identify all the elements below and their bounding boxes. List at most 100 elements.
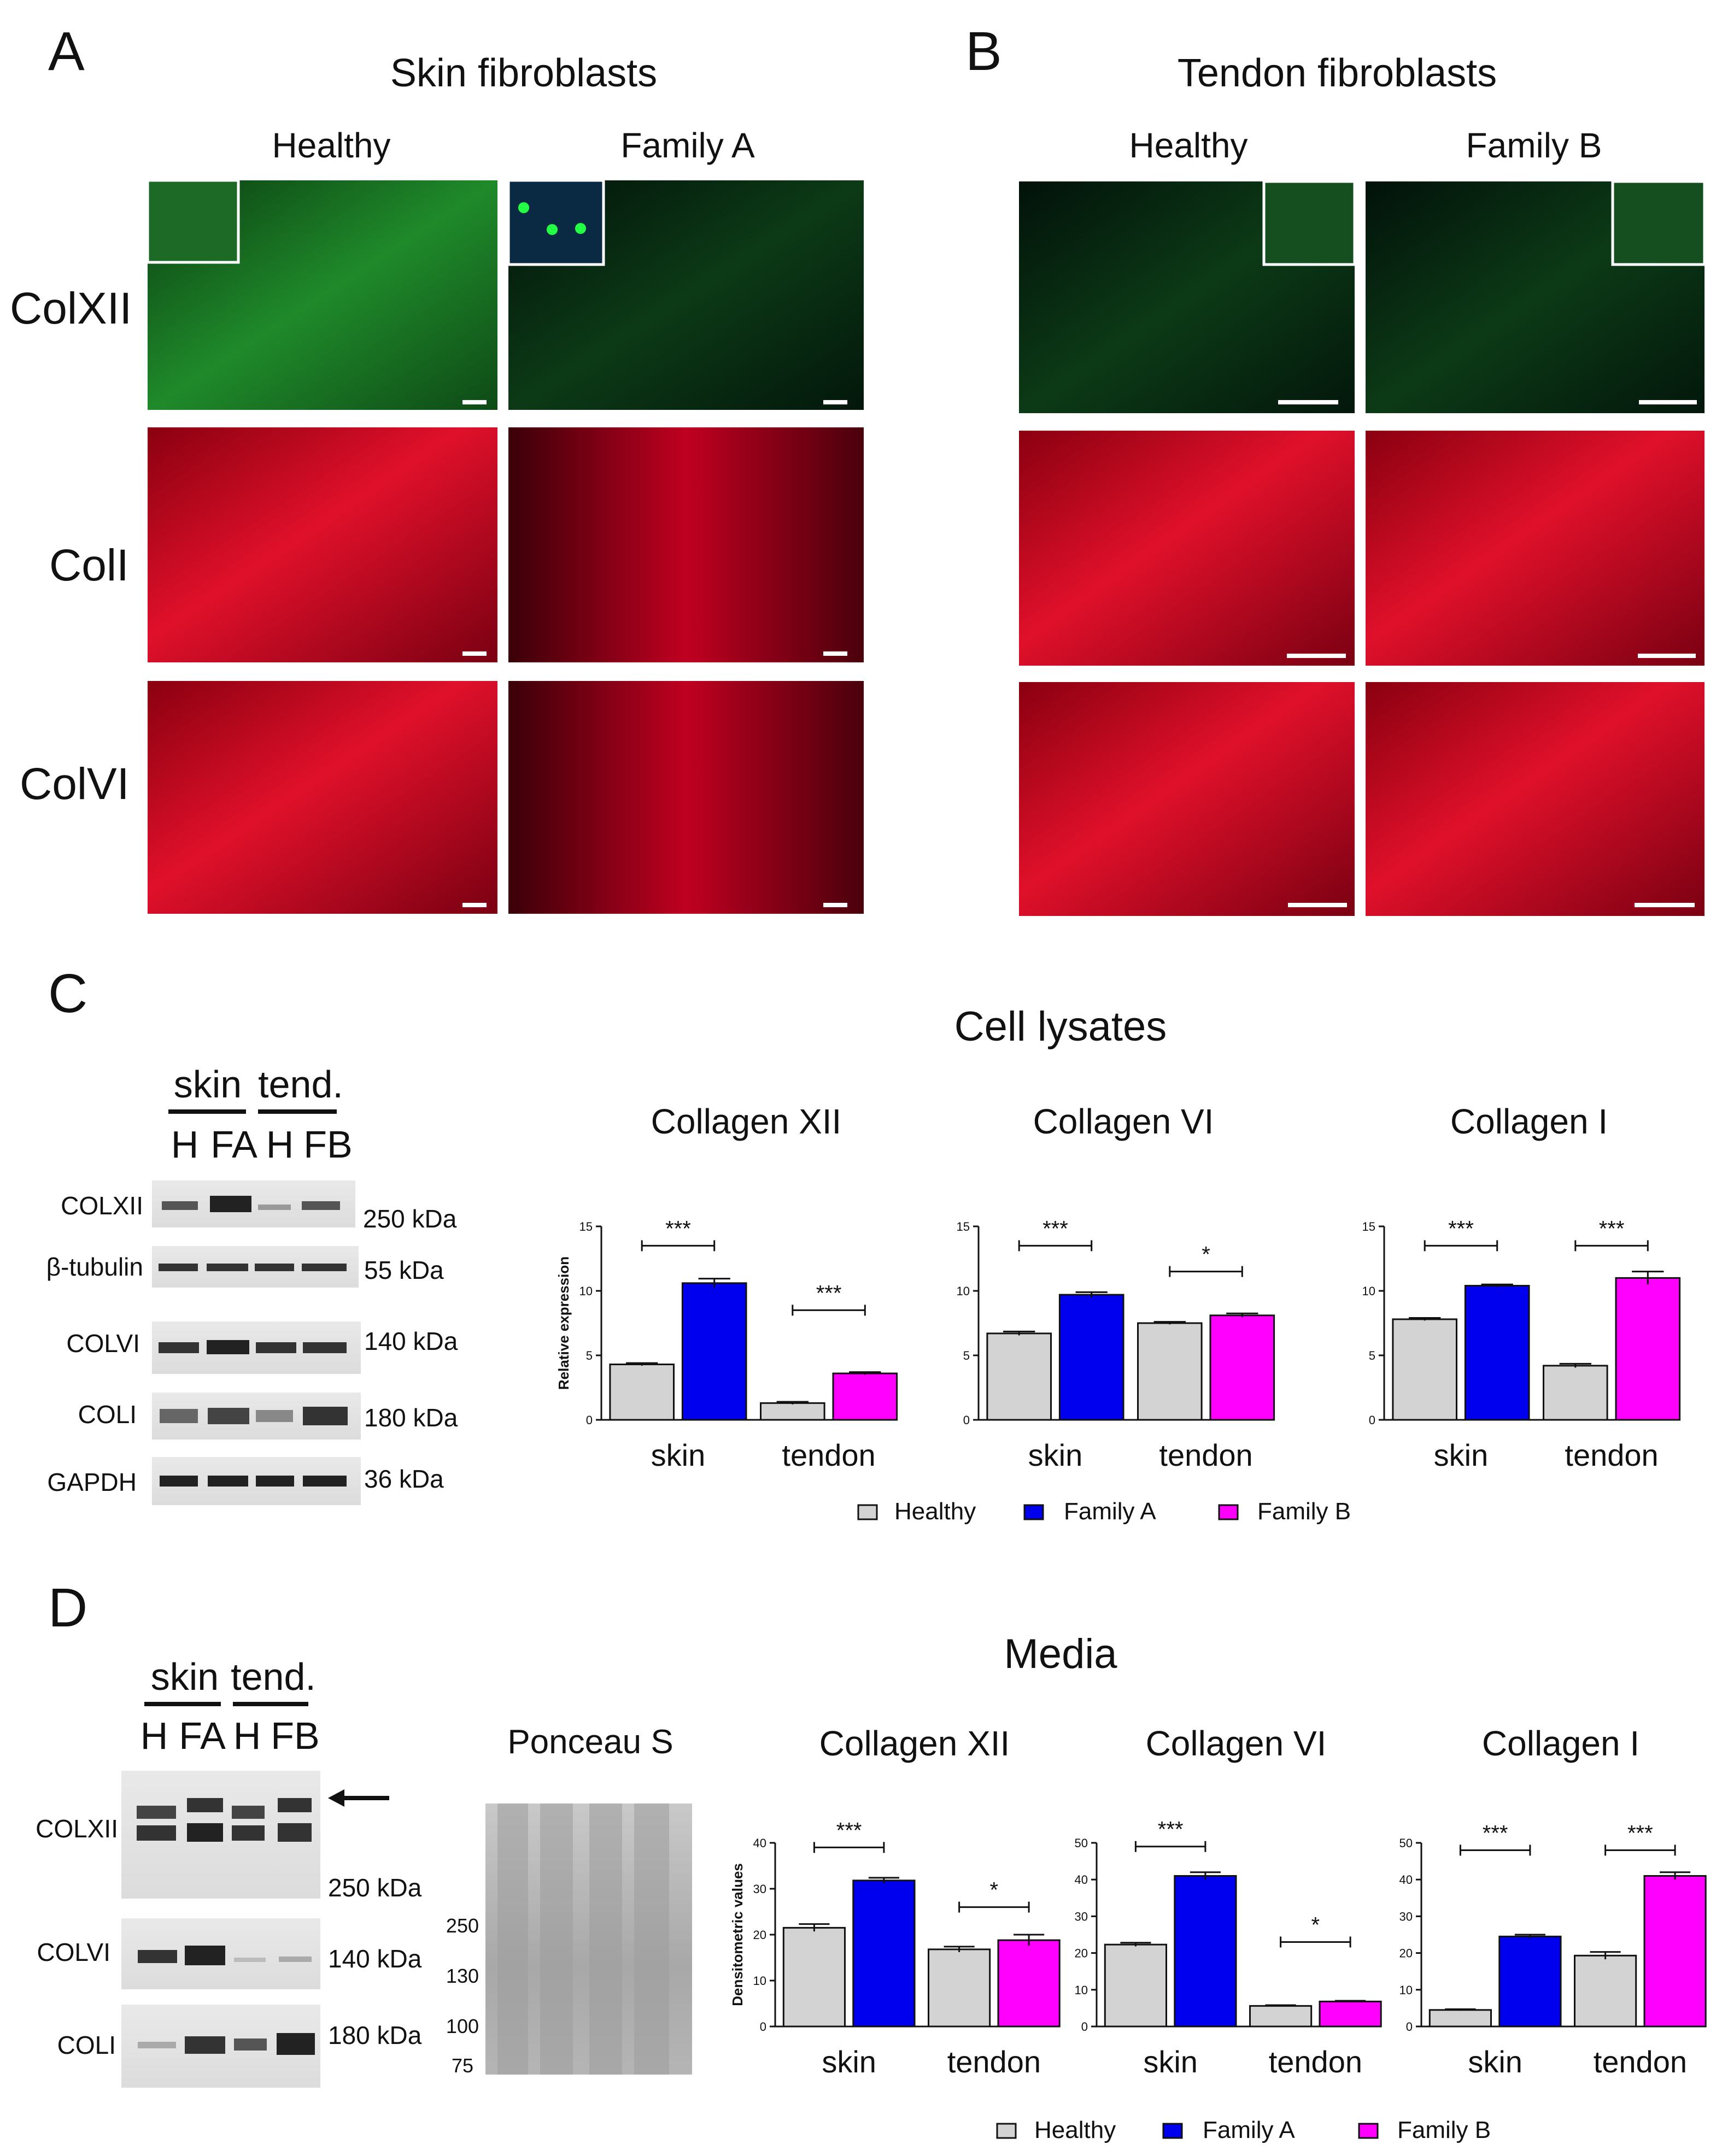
blot-c-tubulin: β-tubulin 55 kDa — [46, 1246, 444, 1288]
legend-d-healthy: Healthy — [1034, 2117, 1116, 2143]
x-tick-label-tendon: tendon — [947, 2045, 1041, 2079]
bar-tendon-family-b — [997, 1939, 1061, 2028]
micrograph-tendon-healthy-coli — [1019, 431, 1355, 666]
blot-d-lane-4: FB — [271, 1714, 319, 1757]
blot-c-colxii-size: 250 kDa — [363, 1205, 457, 1233]
y-tick-label: 0 — [1406, 2020, 1413, 2034]
significance-label: *** — [1599, 1217, 1625, 1241]
y-tick-label: 0 — [760, 2020, 766, 2034]
ponceau-stain: Ponceau S 250 130 100 75 — [446, 1723, 692, 2077]
panel-d-letter: D — [48, 1577, 87, 1638]
y-tick-label: 0 — [963, 1413, 970, 1427]
panel-d-title: Media — [1004, 1631, 1118, 1677]
bar-skin-healthy — [1392, 1318, 1457, 1421]
x-tick-label-tendon: tendon — [782, 1438, 875, 1472]
blot-d-group-skin: skin — [151, 1655, 219, 1698]
micrograph-tendon-family-b-colxii — [1366, 180, 1706, 413]
y-tick-label: 0 — [1369, 1413, 1375, 1427]
panel-c-letter: C — [48, 963, 87, 1024]
blot-d-colvi-label: COLVI — [37, 1938, 110, 1966]
blot-c-lane-2: FA — [210, 1123, 257, 1166]
blot-c-group-skin: skin — [174, 1063, 242, 1106]
ponceau-marker-250: 250 — [446, 1914, 479, 1937]
panel-a-letter: A — [48, 21, 85, 82]
chart-title: Collagen VI — [1146, 1724, 1327, 1763]
blot-c-coli-label: COLI — [78, 1400, 137, 1429]
panel-c-title: Cell lysates — [954, 1003, 1167, 1050]
bar-chart-6: Collagen I 0 10 20 30 40 50 skin tendon *** *** — [1399, 1724, 1707, 2079]
significance-label: * — [1202, 1243, 1210, 1267]
panel-b-col-family: Family B — [1466, 126, 1602, 165]
legend-c: Healthy Family A Family B — [857, 1498, 1351, 1525]
panel-b-letter: B — [965, 21, 1002, 82]
bar-charts: Collagen XII Relative expression 0 5 10 15 ski… — [555, 1102, 1707, 2079]
bar-skin-healthy — [782, 1926, 846, 2028]
legend-c-family-b: Family B — [1257, 1498, 1351, 1525]
y-tick-label: 10 — [753, 1974, 766, 1988]
bar-tendon-family-b — [1643, 1875, 1707, 2028]
y-tick-label: 10 — [957, 1284, 970, 1298]
micrographs-skin — [146, 179, 864, 914]
blot-c-coli-size: 180 kDa — [364, 1403, 458, 1432]
western-blot-lysates: skin tend. H FA H FB COLXII 250 kDa β-tu… — [46, 1063, 458, 1505]
panel-a-col-family: Family A — [620, 126, 755, 165]
blot-d-lane-3: H — [233, 1714, 261, 1757]
y-tick-label: 5 — [963, 1349, 970, 1362]
y-tick-label: 15 — [579, 1220, 593, 1233]
x-tick-label-skin: skin — [1468, 2045, 1522, 2079]
x-tick-label-skin: skin — [822, 2045, 876, 2079]
bar-skin-healthy — [1104, 1943, 1168, 2028]
x-tick-label-tendon: tendon — [1565, 1438, 1658, 1472]
y-tick-label: 10 — [579, 1284, 593, 1298]
bar-skin-family-a — [1498, 1935, 1562, 2028]
micrograph-skin-healthy-colvi — [148, 681, 497, 914]
blot-c-group-tendon: tend. — [258, 1063, 343, 1106]
bar-skin-family-a — [852, 1879, 916, 2028]
chart-title: Collagen XII — [819, 1724, 1010, 1763]
blot-c-lane-4: FB — [303, 1123, 352, 1166]
legend-c-healthy: Healthy — [894, 1498, 976, 1525]
blot-c-lane-3: H — [266, 1123, 294, 1166]
micrograph-tendon-family-b-coli — [1366, 431, 1705, 666]
bar-chart-3: Collagen I 0 5 10 15 skin tendon *** *** — [1362, 1102, 1681, 1472]
significance-label: * — [990, 1878, 999, 1902]
y-tick-label: 50 — [1399, 1836, 1413, 1850]
ponceau-marker-75: 75 — [452, 2054, 473, 2077]
micrograph-skin-family-a-colxii — [507, 179, 864, 410]
blot-c-coli: COLI 180 kDa — [78, 1393, 458, 1440]
bar-tendon-healthy — [760, 1402, 825, 1421]
blot-c-colvi-size: 140 kDa — [364, 1327, 458, 1355]
blot-d-group-tendon: tend. — [231, 1655, 316, 1698]
significance-label: *** — [1627, 1821, 1653, 1845]
blot-d-colxii: COLXII 250 kDa — [36, 1771, 422, 1902]
bar-skin-family-a — [1464, 1285, 1530, 1421]
x-tick-label-skin: skin — [1143, 2045, 1198, 2079]
bar-tendon-healthy — [1543, 1365, 1608, 1421]
y-tick-label: 10 — [1362, 1284, 1375, 1298]
blot-d-colxii-label: COLXII — [36, 1814, 118, 1843]
blot-c-colxii-label: COLXII — [61, 1191, 143, 1220]
y-tick-label: 15 — [1362, 1220, 1375, 1233]
micrograph-tendon-family-b-colvi — [1366, 682, 1705, 916]
legend-d: Healthy Family A Family B — [996, 2117, 1491, 2143]
significance-label: * — [1311, 1913, 1320, 1937]
blot-d-lane-2: FA — [179, 1714, 226, 1757]
x-tick-label-skin: skin — [1028, 1438, 1083, 1472]
x-tick-label-tendon: tendon — [1269, 2045, 1362, 2079]
micrograph-skin-family-a-colvi — [508, 681, 864, 914]
micrograph-tendon-healthy-colxii — [1019, 180, 1356, 413]
blot-c-gapdh-label: GAPDH — [47, 1468, 137, 1496]
blot-d-colxii-size: 250 kDa — [328, 1873, 422, 1902]
western-blot-media: skin tend. H FA H FB COLXII 250 kDa COLV… — [36, 1655, 422, 2088]
bar-skin-healthy — [986, 1332, 1052, 1421]
bar-skin-healthy — [1428, 2009, 1492, 2028]
bar-tendon-healthy — [1137, 1322, 1203, 1421]
chart-title: Collagen XII — [651, 1102, 842, 1141]
y-tick-label: 40 — [1399, 1873, 1413, 1887]
bar-skin-family-a — [681, 1282, 747, 1421]
ponceau-marker-100: 100 — [446, 2015, 479, 2037]
y-tick-label: 20 — [1399, 1947, 1413, 1960]
